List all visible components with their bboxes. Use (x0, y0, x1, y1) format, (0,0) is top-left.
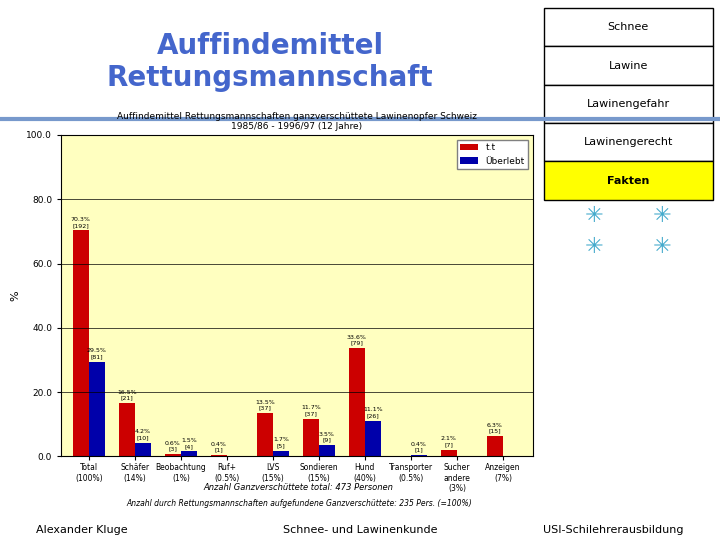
Bar (544, 123, 713, 161)
Text: 13.5%
[37]: 13.5% [37] (255, 400, 274, 410)
Text: 16.5%
[21]: 16.5% [21] (117, 390, 137, 401)
Text: Lawinengerecht: Lawinengerecht (583, 137, 673, 147)
Bar (273, 451, 289, 456)
Text: 11.7%
[37]: 11.7% [37] (301, 406, 320, 416)
Bar (365, 421, 381, 456)
Bar (211, 455, 227, 456)
Text: Schnee- und Lawinenkunde: Schnee- und Lawinenkunde (283, 524, 437, 535)
Legend: t.t, Überlebt: t.t, Überlebt (456, 139, 528, 169)
Bar (165, 454, 181, 456)
Text: 70.3%
[192]: 70.3% [192] (71, 217, 91, 228)
Bar (135, 443, 151, 456)
Text: Alexander Kluge: Alexander Kluge (36, 524, 127, 535)
Text: 33.6%
[79]: 33.6% [79] (347, 335, 366, 346)
Text: 1.5%
[4]: 1.5% [4] (181, 438, 197, 449)
Bar (89, 361, 105, 456)
Bar (302, 418, 319, 456)
Bar (544, 161, 713, 200)
Text: Auffindemittel
Rettungsmannschaft: Auffindemittel Rettungsmannschaft (107, 32, 433, 92)
Bar (411, 455, 427, 456)
Y-axis label: %: % (11, 291, 21, 301)
Text: ✳: ✳ (653, 237, 671, 257)
Text: 0.6%
[3]: 0.6% [3] (165, 441, 181, 452)
Text: Schnee: Schnee (608, 22, 649, 32)
Bar (348, 348, 365, 456)
Text: ✳: ✳ (653, 206, 671, 226)
Title: Auffindemittel Rettungsmannschaften ganzverschüttete Lawinenopfer Schweiz
1985/8: Auffindemittel Rettungsmannschaften ganz… (117, 112, 477, 131)
Text: 3.5%
[9]: 3.5% [9] (319, 431, 335, 442)
Bar (487, 436, 503, 456)
Bar (544, 8, 713, 46)
Text: Fakten: Fakten (607, 176, 649, 186)
Text: 1.7%
[5]: 1.7% [5] (273, 437, 289, 448)
Text: 0.4%
[1]: 0.4% [1] (211, 442, 227, 453)
Bar (319, 445, 335, 456)
Text: Anzahl Ganzverschüttete total: 473 Personen: Anzahl Ganzverschüttete total: 473 Perso… (204, 483, 394, 492)
Text: Lawine: Lawine (608, 60, 648, 71)
Bar (544, 46, 713, 85)
Text: ✳: ✳ (585, 206, 603, 226)
Text: 11.1%
[26]: 11.1% [26] (363, 407, 383, 418)
Bar (73, 231, 89, 456)
Text: 2.1%
[7]: 2.1% [7] (441, 436, 456, 447)
Text: 29.5%
[81]: 29.5% [81] (87, 348, 107, 359)
Bar (544, 85, 713, 123)
Text: 0.4%
[1]: 0.4% [1] (411, 442, 427, 453)
Text: 6.3%
[15]: 6.3% [15] (487, 423, 503, 434)
Text: 4.2%
[10]: 4.2% [10] (135, 429, 151, 440)
Bar (441, 450, 457, 456)
Text: USI-Schilehrerausbildung: USI-Schilehrerausbildung (544, 524, 684, 535)
Text: Anzahl durch Rettungsmannschaften aufgefundene Ganzverschüttete: 235 Pers. (=100: Anzahl durch Rettungsmannschaften aufgef… (126, 500, 472, 509)
Bar (119, 403, 135, 456)
Text: Lawinengefahr: Lawinengefahr (587, 99, 670, 109)
Bar (257, 413, 273, 456)
Bar (181, 451, 197, 456)
Text: ✳: ✳ (585, 237, 603, 257)
